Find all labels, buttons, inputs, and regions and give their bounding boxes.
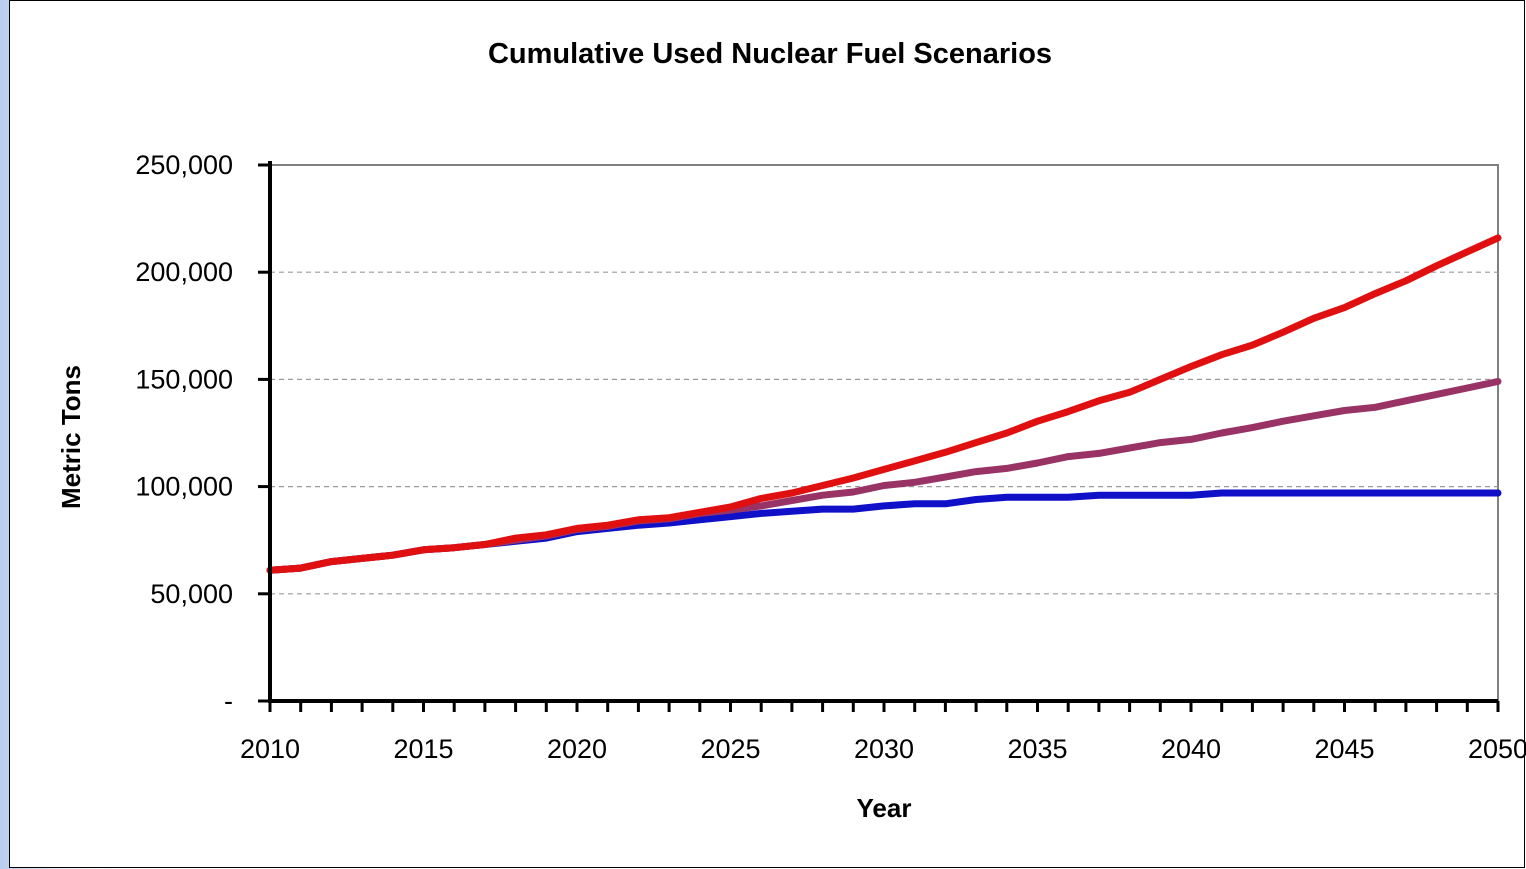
x-axis-title: Year bbox=[857, 793, 912, 823]
y-tick-label: 50,000 bbox=[150, 579, 233, 609]
y-axis-title: Metric Tons bbox=[56, 365, 86, 509]
x-tick-label: 2010 bbox=[240, 734, 300, 764]
x-tick-label: 2040 bbox=[1161, 734, 1221, 764]
y-tick-label: - bbox=[224, 686, 233, 716]
chart-title: Cumulative Used Nuclear Fuel Scenarios bbox=[488, 38, 1052, 70]
series-line-3 bbox=[266, 234, 1502, 574]
tick-labels: - 50,000 100,000 150,000 200,000 250,000 2010 2… bbox=[135, 150, 1526, 764]
x-tick-label: 2025 bbox=[700, 734, 760, 764]
x-tick-label: 2030 bbox=[854, 734, 914, 764]
x-tick-label: 2015 bbox=[393, 734, 453, 764]
plot-area bbox=[269, 164, 1499, 702]
x-tick-label: 2035 bbox=[1007, 734, 1067, 764]
x-tick-label: 2050 bbox=[1468, 734, 1526, 764]
y-tick-label: 200,000 bbox=[135, 257, 233, 287]
axes bbox=[258, 161, 1500, 712]
x-tick-label: 2045 bbox=[1314, 734, 1374, 764]
y-tick-label: 250,000 bbox=[135, 150, 233, 180]
x-tick-label: 2020 bbox=[547, 734, 607, 764]
series-group bbox=[266, 234, 1502, 574]
y-tick-label: 150,000 bbox=[135, 364, 233, 394]
y-tick-label: 100,000 bbox=[135, 472, 233, 502]
